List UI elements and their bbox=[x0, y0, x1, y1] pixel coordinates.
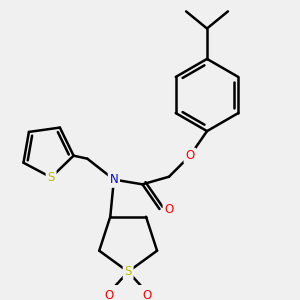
Text: O: O bbox=[185, 149, 194, 162]
Text: S: S bbox=[124, 265, 132, 278]
Text: N: N bbox=[110, 173, 118, 186]
Text: O: O bbox=[142, 289, 152, 300]
Text: O: O bbox=[164, 202, 174, 215]
Text: S: S bbox=[47, 171, 55, 184]
Text: O: O bbox=[104, 289, 114, 300]
